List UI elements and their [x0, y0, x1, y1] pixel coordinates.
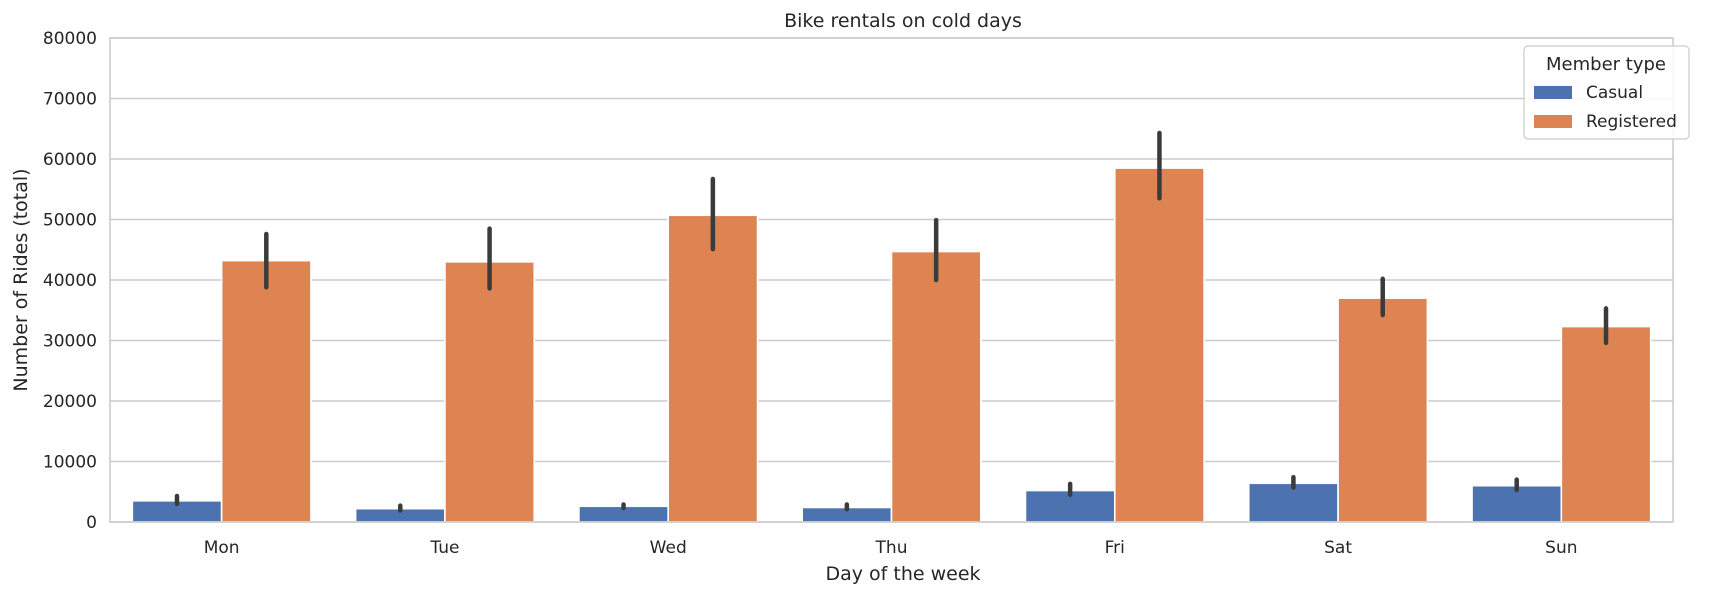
- bar-registered-tue: [444, 261, 536, 523]
- y-tick-label: 0: [86, 513, 97, 533]
- y-tick-label: 40000: [43, 271, 97, 291]
- y-tick-label: 70000: [43, 90, 97, 110]
- x-tick-labels: Mon Tue Wed Thu Fri Sat Sun: [204, 538, 1578, 558]
- bar-registered-mon: [220, 259, 312, 523]
- legend-swatch-registered: [1534, 115, 1572, 128]
- bars: [131, 167, 1652, 523]
- bar-registered-fri: [1113, 167, 1205, 523]
- error-bars: [174, 130, 1609, 513]
- x-tick-label-sat: Sat: [1324, 538, 1352, 558]
- y-tick-label: 60000: [43, 150, 97, 170]
- legend-label-registered: Registered: [1586, 112, 1677, 132]
- y-axis-label: Number of Rides (total): [10, 168, 32, 391]
- plot-frame: [109, 37, 1674, 523]
- legend-items: Casual Registered: [1534, 83, 1677, 132]
- y-tick-label: 50000: [43, 211, 97, 231]
- bar-registered-sat: [1337, 297, 1429, 523]
- legend-swatch-casual: [1534, 86, 1572, 99]
- x-tick-label-thu: Thu: [875, 538, 908, 558]
- x-tick-label-wed: Wed: [650, 538, 687, 558]
- x-tick-label-fri: Fri: [1105, 538, 1125, 558]
- chart-title: Bike rentals on cold days: [784, 10, 1022, 32]
- y-tick-label: 80000: [43, 29, 97, 49]
- legend-label-casual: Casual: [1586, 83, 1643, 103]
- y-tick-labels: 0 10000 20000 30000 40000 50000 60000 70000 8000…: [43, 29, 97, 533]
- x-axis-label: Day of the week: [825, 563, 980, 585]
- bar-registered-thu: [890, 250, 982, 523]
- x-tick-label-tue: Tue: [429, 538, 459, 558]
- bar-registered-sun: [1560, 325, 1652, 523]
- x-tick-label-mon: Mon: [204, 538, 240, 558]
- legend-title: Member type: [1546, 54, 1666, 75]
- y-tick-label: 20000: [43, 392, 97, 412]
- y-tick-label: 30000: [43, 332, 97, 352]
- y-tick-label: 10000: [43, 453, 97, 473]
- x-tick-label-sun: Sun: [1545, 538, 1577, 558]
- bar-registered-wed: [667, 214, 759, 523]
- legend: Member type Casual Registered: [1523, 45, 1690, 140]
